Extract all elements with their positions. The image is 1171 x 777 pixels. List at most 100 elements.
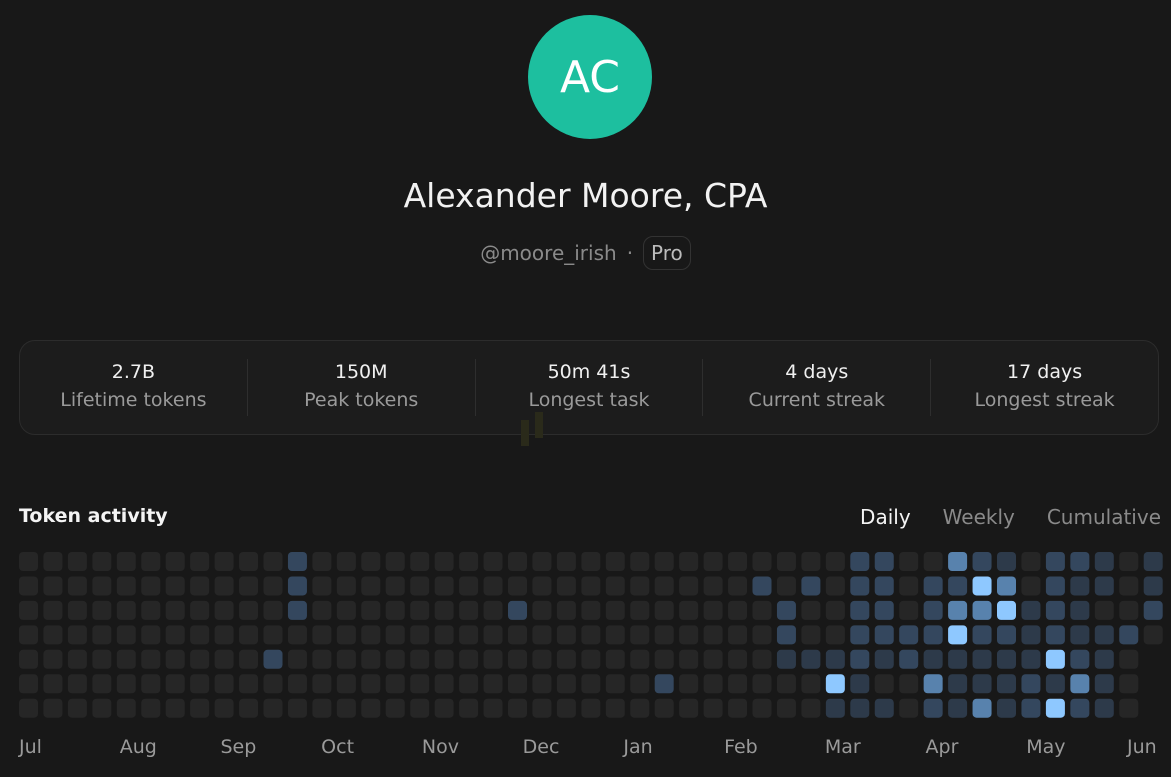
activity-cell [581, 698, 601, 718]
month-label: Nov [422, 736, 459, 758]
activity-cell [508, 625, 527, 645]
activity-cell [556, 698, 576, 718]
activity-cell [1045, 649, 1065, 669]
activity-cell [752, 552, 772, 571]
activity-cell [728, 576, 748, 596]
activity-cell [1143, 576, 1163, 596]
activity-cell [165, 552, 185, 571]
heatmap: Jul Aug Sep Oct Nov Dec Jan Feb Mar Apr May Jun [18, 552, 1163, 758]
activity-cell [679, 600, 699, 620]
activity-cell [825, 576, 845, 596]
activity-cell [1094, 625, 1114, 645]
activity-cell [923, 576, 943, 596]
activity-cell [752, 698, 772, 718]
activity-cell [728, 600, 748, 620]
activity-cell [239, 698, 259, 718]
tab[interactable]: Cumulative [1046, 505, 1161, 529]
activity-cell [361, 649, 381, 669]
activity-cell [263, 625, 283, 645]
activity-cell [997, 649, 1016, 669]
activity-cell [459, 600, 479, 620]
activity-cell [508, 698, 527, 718]
activity-cell [899, 649, 919, 669]
activity-cell [141, 649, 161, 669]
activity-cell [508, 649, 527, 669]
stat-value: 4 days [785, 361, 849, 383]
activity-cell [43, 552, 63, 571]
activity-cell [703, 576, 723, 596]
activity-cell [972, 674, 992, 694]
activity-cell [1070, 552, 1090, 571]
activity-cell [361, 576, 381, 596]
activity-cell [728, 649, 748, 669]
activity-cell [654, 576, 674, 596]
activity-cell [92, 600, 112, 620]
stat-value: 150M [334, 361, 388, 383]
month-label: Mar [825, 736, 861, 758]
activity-cell [948, 576, 968, 596]
activity-cell [287, 600, 307, 620]
activity-cell [532, 552, 552, 571]
activity-cell [948, 649, 968, 669]
activity-cell [434, 576, 454, 596]
activity-cell [1070, 698, 1090, 718]
activity-cell [385, 552, 405, 571]
stats-card: 2.7B Lifetime tokens 150M Peak tokens 50m 41… [19, 340, 1159, 435]
activity-cell [850, 674, 870, 694]
activity-cell [948, 600, 968, 620]
activity-cell [67, 674, 87, 694]
activity-cell [19, 552, 38, 571]
activity-cell [1119, 674, 1139, 694]
activity-cell [630, 649, 650, 669]
activity-cell [1094, 698, 1114, 718]
activity-cell [1119, 552, 1139, 571]
activity-cell [385, 600, 405, 620]
month-label: Oct [321, 736, 354, 758]
activity-cell [67, 552, 87, 571]
activity-cell [165, 649, 185, 669]
activity-cell [972, 698, 992, 718]
activity-cell [508, 552, 527, 571]
activity-cell [605, 576, 625, 596]
activity-cell [43, 674, 63, 694]
activity-cell [703, 552, 723, 571]
activity-cell [556, 625, 576, 645]
activity-cell [459, 674, 479, 694]
activity-cell [1119, 625, 1139, 645]
activity-cell [923, 552, 943, 571]
activity-cell [679, 674, 699, 694]
activity-cell [752, 600, 772, 620]
activity-cell [1021, 649, 1041, 669]
activity-cell [19, 600, 38, 620]
activity-cell [190, 649, 210, 669]
stat-value: 17 days [1007, 361, 1083, 383]
activity-cell [923, 649, 943, 669]
activity-cell [459, 649, 479, 669]
tab[interactable]: Weekly [942, 505, 1015, 529]
activity-cell [1094, 649, 1114, 669]
activity-cell [361, 674, 381, 694]
activity-cell [997, 625, 1016, 645]
activity-cell [19, 698, 38, 718]
activity-cell [43, 698, 63, 718]
activity-cell [19, 649, 38, 669]
activity-cell [165, 600, 185, 620]
activity-cell [605, 674, 625, 694]
tab[interactable]: Daily [860, 505, 911, 529]
activity-cell [214, 698, 234, 718]
activity-cell [312, 649, 332, 669]
activity-cell [312, 552, 332, 571]
activity-cell [508, 674, 527, 694]
activity-cell [141, 625, 161, 645]
separator: · [626, 241, 634, 265]
activity-cell [825, 625, 845, 645]
activity-cell [434, 649, 454, 669]
activity-cell [776, 698, 796, 718]
activity-cell [287, 649, 307, 669]
activity-cell [1119, 600, 1139, 620]
activity-cell [948, 698, 968, 718]
activity-cell [801, 649, 821, 669]
activity-cell [92, 625, 112, 645]
activity-cell [556, 649, 576, 669]
activity-cell [581, 600, 601, 620]
